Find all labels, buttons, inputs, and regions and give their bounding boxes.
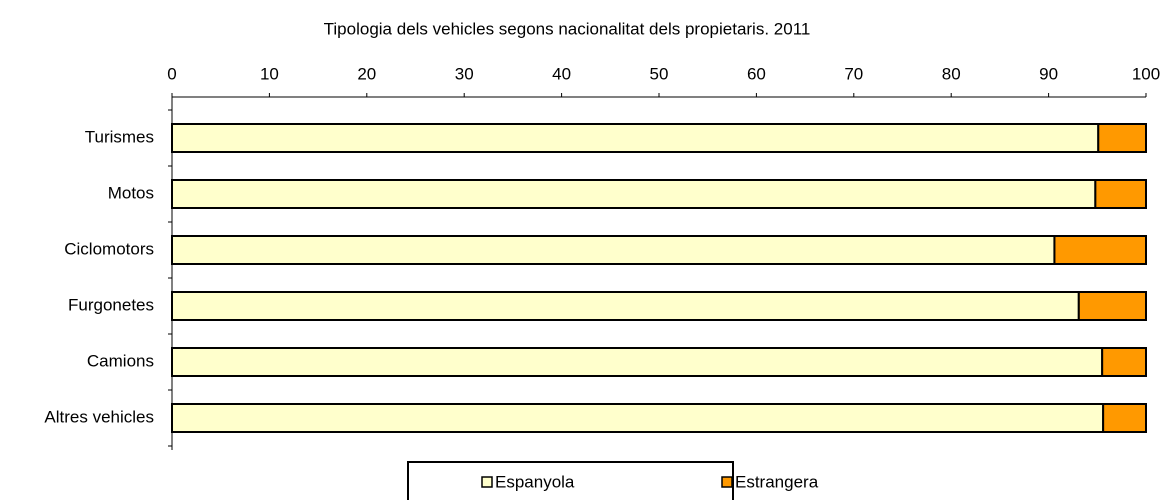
bar [171, 403, 1105, 433]
x-tick-label: 20 [357, 64, 376, 83]
bar [1102, 403, 1148, 433]
chart-title: Tipologia dels vehicles segons nacionali… [324, 19, 811, 38]
legend-label: Espanyola [495, 472, 575, 491]
x-tick-label: 40 [552, 64, 571, 83]
bar [171, 347, 1104, 377]
x-tick-label: 60 [747, 64, 766, 83]
y-tick-label: Motos [108, 183, 154, 202]
bar [171, 291, 1080, 321]
y-tick-label: Camions [87, 351, 154, 370]
y-tick-label: Furgonetes [68, 295, 154, 314]
legend-swatch [721, 476, 733, 488]
bar [1097, 123, 1148, 153]
x-tick-label: 80 [942, 64, 961, 83]
bar [171, 235, 1056, 265]
x-tick-label: 10 [260, 64, 279, 83]
y-tick-label: Ciclomotors [64, 239, 154, 258]
y-tick-label: Turismes [85, 127, 154, 146]
x-tick-label: 100 [1132, 64, 1160, 83]
legend-swatch [481, 476, 493, 488]
x-tick-label: 0 [167, 64, 176, 83]
x-tick-label: 50 [650, 64, 669, 83]
bar [171, 179, 1097, 209]
x-tick-label: 90 [1039, 64, 1058, 83]
bar [171, 123, 1100, 153]
legend-box [407, 461, 734, 500]
bar [1077, 291, 1147, 321]
bar [1094, 179, 1148, 209]
bar [1053, 235, 1147, 265]
bar [1101, 347, 1148, 377]
x-tick-label: 30 [455, 64, 474, 83]
legend-label: Estrangera [735, 472, 819, 491]
y-tick-label: Altres vehicles [44, 407, 154, 426]
x-tick-label: 70 [844, 64, 863, 83]
